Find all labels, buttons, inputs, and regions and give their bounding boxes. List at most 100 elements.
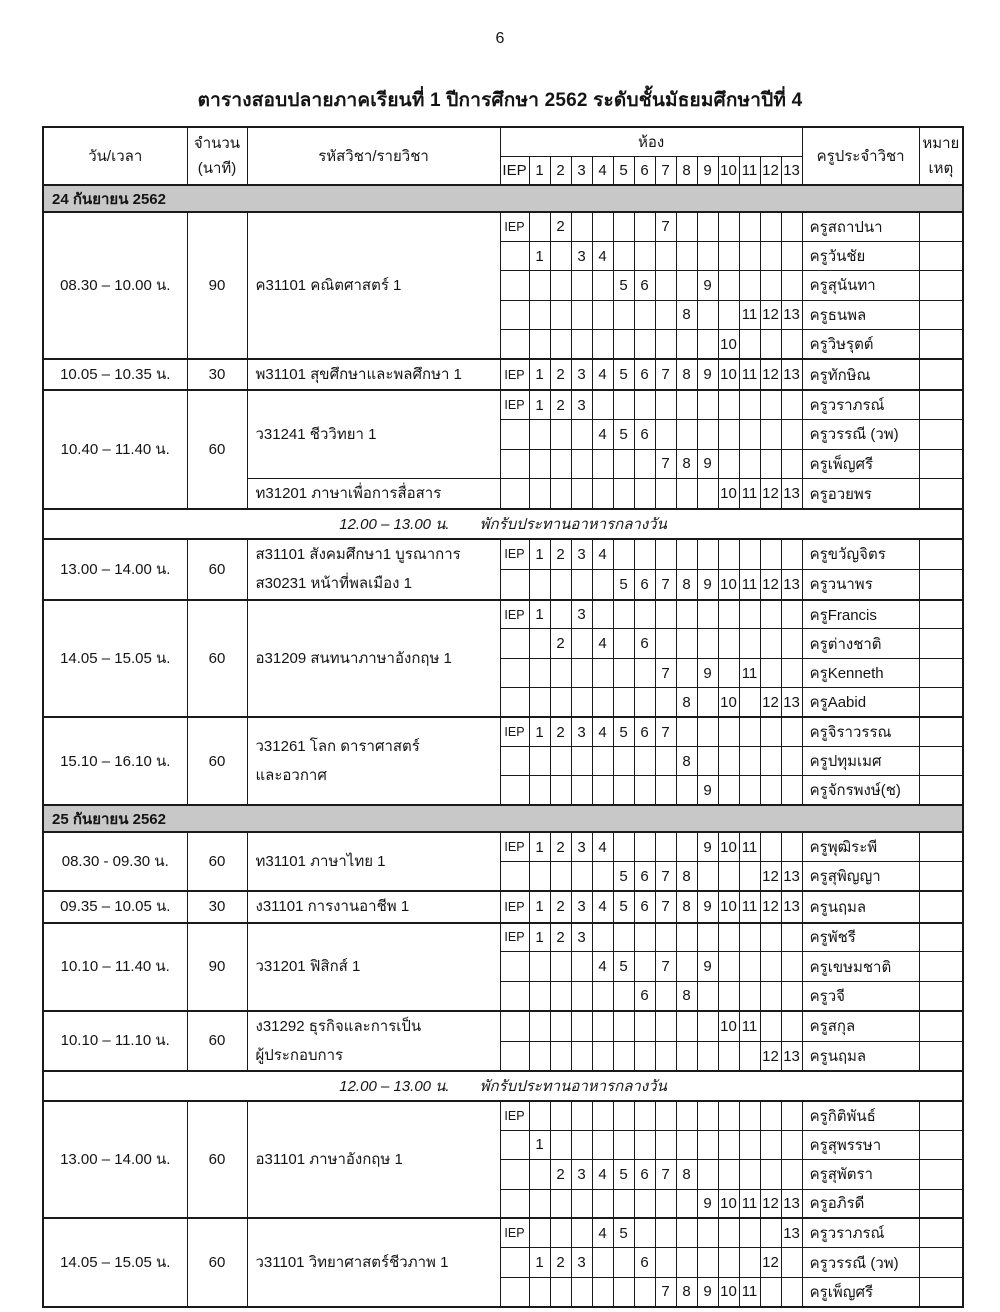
teacher-cell: ครูสุพรรษา — [801, 1129, 920, 1161]
room-cell: IEP — [499, 890, 530, 924]
room-cell: 9 — [696, 951, 719, 982]
room-column-header: 10 — [717, 155, 740, 186]
remark-cell — [918, 687, 964, 718]
time-cell: 14.05 – 15.05 น. — [42, 1217, 188, 1308]
room-cell — [528, 1159, 551, 1190]
teacher-cell: ครูจิราวรรณ — [801, 716, 920, 748]
room-cell — [759, 270, 782, 301]
remark-cell — [918, 1159, 964, 1190]
room-cell: 12 — [759, 861, 782, 892]
teacher-cell: ครูวรรณี (วพ) — [801, 419, 920, 450]
room-cell — [591, 329, 614, 360]
room-cell: 9 — [696, 1188, 719, 1219]
room-cell: 12 — [759, 1040, 782, 1072]
room-cell — [717, 537, 740, 570]
teacher-cell: ครูเพ็ญศรี — [801, 448, 920, 480]
room-cell: 7 — [654, 951, 677, 982]
room-cell — [549, 775, 572, 806]
remark-cell — [918, 1247, 964, 1278]
room-cell: 7 — [654, 890, 677, 924]
room-cell: 6 — [633, 890, 656, 924]
room-cell — [738, 1040, 761, 1072]
room-cell: 4 — [591, 951, 614, 982]
room-cell — [780, 657, 803, 689]
subject-cell: ท31101 ภาษาไทย 1 — [246, 831, 501, 892]
remark-cell — [918, 657, 964, 689]
room-cell: 10 — [717, 831, 740, 863]
room-cell — [591, 657, 614, 689]
room-cell: 8 — [675, 299, 698, 331]
room-cell — [654, 419, 677, 450]
room-cell — [612, 775, 635, 806]
time-cell: 10.05 – 10.35 น. — [42, 357, 188, 391]
room-cell — [591, 775, 614, 806]
room-cell — [654, 299, 677, 331]
room-cell — [738, 210, 761, 242]
room-cell: 7 — [654, 210, 677, 242]
room-cell — [528, 1040, 551, 1072]
room-cell — [528, 270, 551, 301]
room-cell — [633, 1009, 656, 1042]
teacher-cell: ครูอภิรดี — [801, 1188, 920, 1219]
subject-line: อ31101 ภาษาอังกฤษ 1 — [255, 1150, 403, 1168]
exam-row: 5 6 7 8 9 10 11 12 13 ครูวนาพร — [43, 568, 964, 601]
room-cell: 7 — [654, 448, 677, 480]
room-cell — [528, 980, 551, 1012]
exam-row: 14.05 – 15.05 น. 60 ว31101 วิทยาศาสตร์ชีวภ… — [42, 1217, 964, 1308]
room-cell — [633, 240, 656, 272]
room-cell — [570, 568, 593, 601]
room-cell — [759, 831, 782, 863]
subject-line: พ31101 สุขศึกษาและพลศึกษา 1 — [255, 365, 462, 383]
room-cell — [570, 419, 593, 450]
teacher-cell: ครูAabid — [801, 687, 920, 718]
exam-row: 09.35 – 10.05 น. 30 ง31101 การงานอาชีพ 1 IE… — [42, 890, 964, 924]
subject-line: อ31209 สนทนาภาษาอังกฤษ 1 — [255, 649, 452, 667]
room-cell: 8 — [675, 448, 698, 480]
room-cell — [654, 1099, 677, 1131]
room-cell — [717, 1040, 740, 1072]
room-cell: 6 — [633, 568, 656, 601]
room-cell — [654, 1217, 677, 1249]
room-cell: 2 — [549, 210, 572, 242]
room-cell — [549, 951, 572, 982]
exam-row: 08.30 - 09.30 น. 60 ท31101 ภาษาไทย 1 IEP 1 2 3… — [42, 831, 964, 892]
room-cell — [780, 270, 803, 301]
room-cell — [528, 1188, 551, 1219]
room-cell — [633, 329, 656, 360]
room-cell — [759, 1009, 782, 1042]
room-cell — [570, 861, 593, 892]
room-cell: 8 — [675, 746, 698, 777]
exam-row: 10.05 – 10.35 น. 30 พ31101 สุขศึกษาและพลศึ… — [42, 357, 964, 391]
room-cell — [759, 1099, 782, 1131]
room-cell: 3 — [570, 357, 593, 391]
remark-cell — [918, 746, 964, 777]
room-cell — [612, 1009, 635, 1042]
duration-cell: 60 — [186, 1217, 248, 1308]
room-cell — [612, 1099, 635, 1131]
room-cell — [591, 921, 614, 953]
room-cell — [759, 598, 782, 630]
room-cell — [759, 419, 782, 450]
room-cell — [633, 448, 656, 480]
room-cell: 5 — [612, 568, 635, 601]
header-datetime: วัน/เวลา — [42, 126, 188, 186]
room-cell — [654, 537, 677, 570]
room-cell: 7 — [654, 657, 677, 689]
room-cell — [570, 1217, 593, 1249]
exam-row: 14.05 – 15.05 น. 60 อ31209 สนทนาภาษาอังกฤษ… — [42, 598, 964, 718]
room-cell: 3 — [570, 598, 593, 630]
room-cell — [759, 240, 782, 272]
room-cell — [633, 389, 656, 421]
room-cell: 1 — [528, 921, 551, 953]
room-cell — [528, 210, 551, 242]
room-cell — [738, 1099, 761, 1131]
room-cell — [633, 598, 656, 630]
room-cell: 12 — [759, 1247, 782, 1278]
room-cell: 2 — [549, 357, 572, 391]
room-cell — [499, 419, 530, 450]
room-cell: 10 — [717, 478, 740, 510]
room-cell: 6 — [633, 861, 656, 892]
room-cell: 4 — [591, 357, 614, 391]
room-cell — [591, 1129, 614, 1161]
room-cell: IEP — [499, 389, 530, 421]
